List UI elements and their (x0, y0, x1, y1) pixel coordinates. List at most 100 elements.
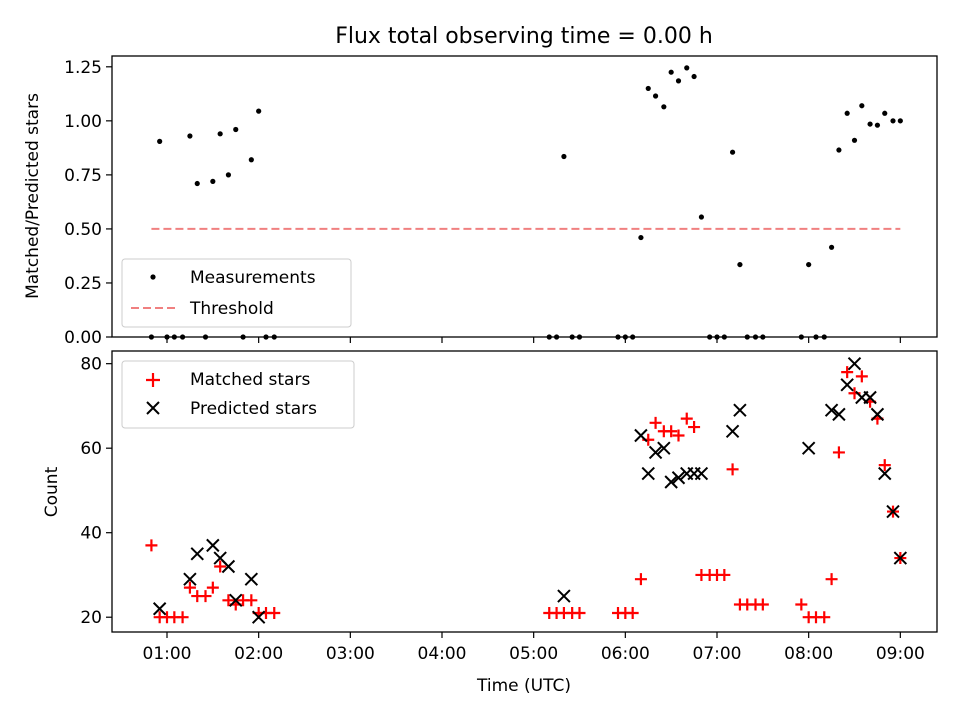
measurements-point (798, 334, 804, 340)
measurements-point (744, 334, 750, 340)
measurements-point (217, 131, 223, 137)
predicted-stars-point (557, 589, 571, 603)
y-tick-label: 60 (80, 439, 102, 459)
measurements-point (752, 334, 759, 340)
measurements-point (553, 334, 560, 340)
matched-stars-point (756, 598, 769, 611)
measurements-point (813, 334, 819, 340)
matched-stars-point (206, 581, 219, 594)
predicted-stars-point (694, 466, 709, 481)
matched-stars-point (841, 366, 854, 379)
ratio-panel: 0.00 0.25 0.50 0.75 1.00 1.25 Matched/Predict… (23, 55, 938, 348)
ratio-marks (148, 65, 903, 340)
measurements-point (615, 334, 621, 340)
measurements-point (882, 110, 888, 116)
x-tick-label: 03:00 (326, 644, 375, 664)
predicted-stars-point (206, 538, 220, 553)
y-tick-label: 0.00 (64, 328, 102, 348)
measurements-point (225, 172, 232, 178)
predicted-stars-point (840, 378, 854, 392)
predicted-stars-point (725, 424, 740, 438)
count-plot-frame (111, 350, 938, 633)
measurements-point (737, 261, 743, 268)
measurements-point (240, 334, 246, 340)
measurements-point (828, 244, 835, 250)
x-tick-label: 08:00 (784, 644, 833, 664)
predicted-stars-point (801, 441, 816, 455)
legend-threshold-label: Threshold (189, 299, 274, 319)
matched-stars-point (878, 459, 891, 472)
predicted-stars-point (221, 559, 236, 574)
measurements-point (171, 334, 177, 340)
predicted-stars-point (824, 403, 839, 417)
predicted-stars-point (832, 407, 846, 422)
predicted-stars-point (863, 390, 877, 405)
measurements-point (897, 118, 903, 124)
predicted-stars-point (870, 407, 885, 422)
measurements-point (698, 214, 705, 220)
predicted-stars-point (152, 602, 167, 616)
matched-stars-point (199, 590, 212, 603)
count-x-axis: 01:00 02:00 03:00 04:00 05:00 06:00 07:00 08:00… (143, 632, 925, 664)
matched-stars-point (855, 370, 868, 383)
predicted-stars-point (244, 572, 259, 586)
y-tick-label: 20 (80, 608, 102, 628)
measurements-point (729, 149, 736, 155)
predicted-stars-point (886, 504, 900, 519)
matched-stars-point (795, 598, 808, 611)
measurements-point (561, 153, 567, 160)
ratio-y-axis: 0.00 0.25 0.50 0.75 1.00 1.25 (64, 58, 112, 348)
predicted-stars-point (657, 441, 671, 455)
measurements-point (202, 334, 209, 340)
matched-stars-point (245, 594, 258, 607)
matched-stars-point (626, 606, 639, 619)
ratio-y-axis-label: Matched/Predicted stars (23, 93, 43, 299)
x-tick-label: 02:00 (234, 644, 283, 664)
ratio-legend: Measurements Threshold (121, 258, 352, 328)
measurements-point (248, 157, 254, 163)
predicted-stars-point (634, 428, 648, 443)
x-tick-label: 01:00 (143, 644, 192, 664)
predicted-stars-point (251, 610, 266, 624)
predicted-stars-point (733, 403, 747, 417)
matched-stars-point (649, 416, 662, 429)
ratio-plot-frame (111, 55, 938, 338)
count-y-axis: 20 40 60 80 (80, 355, 112, 628)
matched-stars-point (832, 446, 845, 459)
measurements-point (707, 334, 713, 340)
measurements-point (867, 121, 873, 127)
measurements-point (638, 234, 644, 241)
measurements-point (263, 334, 269, 340)
x-axis-label: Time (UTC) (476, 676, 571, 696)
y-tick-label: 0.25 (64, 274, 102, 294)
measurements-point (668, 69, 674, 75)
measurements-point (890, 118, 896, 124)
matched-stars-point (680, 412, 693, 425)
predicted-stars-point (641, 466, 655, 481)
ratio-x-ticks (166, 337, 901, 343)
x-tick-label: 06:00 (601, 644, 650, 664)
x-tick-label: 09:00 (876, 644, 925, 664)
measurements-point (652, 93, 659, 99)
predicted-stars-point (648, 445, 663, 460)
y-tick-label: 1.00 (64, 112, 102, 132)
legend-predicted-label: Predicted stars (190, 399, 317, 419)
matched-stars-point (145, 539, 158, 552)
measurements-point (233, 126, 239, 133)
measurements-point (844, 110, 850, 116)
measurements-point (546, 334, 552, 340)
predicted-stars-point (190, 547, 204, 561)
predicted-stars-point (878, 466, 892, 481)
matched-stars-point (688, 421, 701, 434)
matched-stars-point (183, 581, 196, 594)
y-tick-label: 1.25 (64, 58, 102, 78)
measurements-point (187, 133, 193, 139)
y-tick-label: 0.75 (64, 166, 102, 186)
predicted-stars-point (183, 572, 197, 586)
chart-title: Flux total observing time = 0.00 h (335, 24, 713, 49)
legend-predicted-marker (146, 401, 160, 415)
measurements-point (630, 334, 636, 340)
measurements-point (576, 334, 583, 340)
measurements-point (806, 261, 812, 268)
measurements-point (821, 334, 827, 340)
